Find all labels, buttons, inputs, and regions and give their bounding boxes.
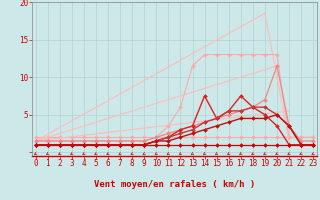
X-axis label: Vent moyen/en rafales ( km/h ): Vent moyen/en rafales ( km/h ) (94, 180, 255, 189)
